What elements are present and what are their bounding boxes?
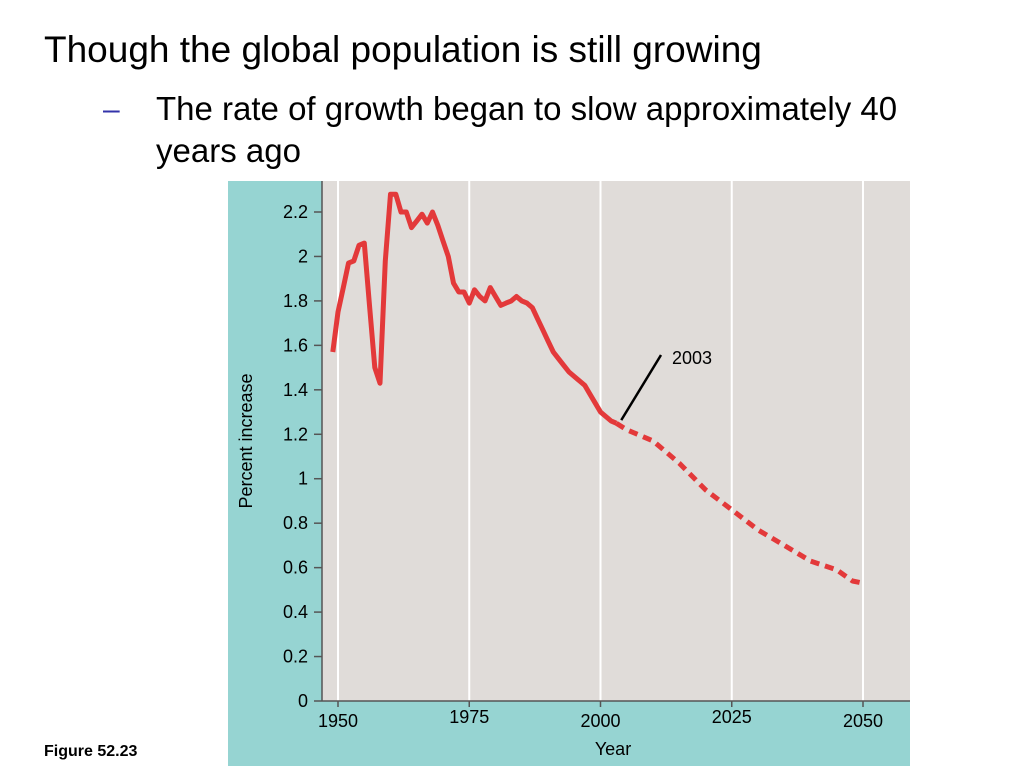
bullet-text: The rate of growth began to slow approxi…	[156, 90, 898, 169]
x-tick-label: 2025	[712, 707, 752, 727]
annotations: 2003	[620, 348, 712, 421]
plot-area-background	[322, 181, 910, 701]
x-tick-label: 1950	[318, 711, 358, 731]
x-tick-label: 1975	[449, 707, 489, 727]
y-tick-label: 0.8	[283, 513, 308, 533]
y-tick-label: 0.4	[283, 602, 308, 622]
axes	[321, 181, 910, 702]
x-axis-label: Year	[595, 739, 631, 759]
annotation-leader-line	[620, 354, 663, 421]
gridlines	[337, 181, 864, 701]
historical-growth-line	[330, 191, 618, 426]
ticks: 1950 1975 2000 2025 2050 0 0.2 0.4 0.6 0.8 1 1.2 1.4…	[283, 202, 883, 731]
y-tick-label: 1.6	[283, 335, 308, 355]
data-series	[330, 191, 864, 586]
y-axis-label: Percent increase	[236, 373, 256, 508]
slide-title: Though the global population is still gr…	[44, 29, 762, 70]
y-tick-label: 2.2	[283, 202, 308, 222]
y-tick-label: 1	[298, 469, 308, 489]
bullet-dash: –	[103, 93, 120, 126]
y-tick-label: 0.2	[283, 647, 308, 667]
annotation-label: 2003	[672, 348, 712, 368]
y-tick-label: 1.8	[283, 291, 308, 311]
y-tick-label: 0.6	[283, 558, 308, 578]
projected-growth-line	[614, 421, 864, 586]
y-tick-label: 1.4	[283, 380, 308, 400]
y-tick-label: 1.2	[283, 424, 308, 444]
y-tick-label: 0	[298, 691, 308, 711]
figure-label: Figure 52.23	[44, 743, 138, 760]
x-tick-label: 2050	[843, 711, 883, 731]
y-tick-label: 2	[298, 246, 308, 266]
x-tick-label: 2000	[580, 711, 620, 731]
